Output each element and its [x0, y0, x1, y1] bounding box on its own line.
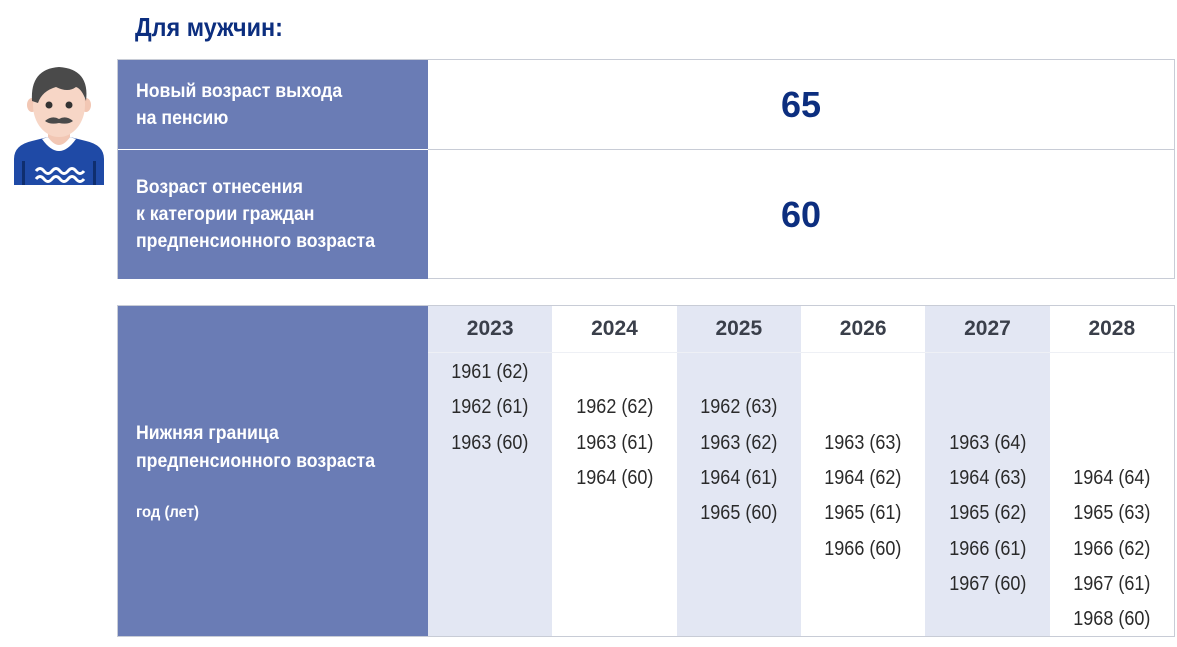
birth-year-text: 1963 (63): [824, 431, 902, 454]
retirement-age-row: Новый возраст выхода на пенсию 65: [118, 60, 1174, 149]
birth-year-text: 1966 (62): [1073, 537, 1151, 560]
birth-year-text: 1965 (60): [700, 502, 778, 525]
year-header: 2028: [1049, 306, 1174, 353]
birth-year-text: 1963 (61): [575, 431, 654, 454]
birth-year-entry: 1967 (61): [1050, 567, 1174, 602]
birth-year-text: 1964 (64): [1073, 466, 1151, 489]
birth-year-text: 1964 (60): [575, 466, 654, 489]
birth-year-text: 1962 (63): [700, 396, 778, 419]
birth-year-entry: 1965 (61): [801, 496, 925, 531]
year-header: 2024: [552, 306, 677, 353]
birth-year-entry: 1962 (63): [677, 390, 801, 425]
preretirement-age-row: Возраст отнесения к категории граждан пр…: [118, 149, 1174, 279]
summary-box: Новый возраст выхода на пенсию 65 Возрас…: [117, 59, 1175, 279]
birth-year-text: 1963 (60): [451, 431, 529, 454]
year-column: 2025 1962 (63) 1963 (62) 1964 (61) 1965 (60): [676, 306, 801, 636]
birth-year-entry: 1962 (61): [428, 390, 552, 425]
birth-year-entry: 1964 (62): [801, 461, 925, 496]
birth-year-entry: 1964 (60): [552, 461, 676, 496]
birth-year-entry: 1961 (62): [428, 355, 552, 390]
year-header: 2026: [801, 306, 926, 353]
man-avatar-icon: [12, 63, 106, 185]
birth-year-text: 1964 (62): [824, 466, 902, 489]
year-column: 2023 1961 (62) 1962 (61) 1963 (60): [428, 306, 553, 636]
table-sublabel: год (лет): [136, 504, 200, 521]
birth-year-text: 1962 (62): [575, 396, 654, 419]
birth-year-entry: 1966 (60): [801, 532, 925, 567]
preretirement-table: Нижняя граница предпенсионного возраста …: [117, 305, 1175, 637]
birth-year-text: 1962 (61): [451, 396, 529, 419]
birth-year-entry: 1966 (61): [925, 532, 1049, 567]
birth-year-entry: 1964 (64): [1050, 461, 1174, 496]
birth-year-text: 1967 (60): [948, 572, 1027, 595]
birth-year-entry: 1965 (62): [925, 496, 1049, 531]
birth-year-text: 1966 (61): [948, 537, 1027, 560]
year-column: 2027 1963 (64) 1964 (63) 1965 (62) 1966 (61)…: [925, 306, 1050, 636]
year-column: 2026 1963 (63) 1964 (62) 1965 (61) 1966 (60): [801, 306, 926, 636]
birth-year-entry: 1966 (62): [1050, 532, 1174, 567]
birth-year-entry: 1962 (62): [552, 390, 676, 425]
birth-year-text: 1965 (61): [824, 502, 902, 525]
year-column: 2024 1962 (62) 1963 (61) 1964 (60): [552, 306, 677, 636]
birth-year-entry: 1965 (63): [1050, 496, 1174, 531]
birth-year-entry: 1964 (61): [677, 461, 801, 496]
year-header: 2025: [676, 306, 801, 353]
birth-year-text: 1968 (60): [1073, 608, 1151, 631]
birth-year-entry: 1965 (60): [677, 496, 801, 531]
birth-year-text: 1961 (62): [451, 361, 529, 383]
birth-year-text: 1966 (60): [824, 537, 902, 560]
birth-year-text: 1963 (62): [700, 431, 778, 454]
year-column: 2028 1964 (64) 1965 (63) 1966 (62) 1967 (61)…: [1049, 306, 1174, 637]
birth-year-entry: 1968 (60): [1050, 602, 1174, 637]
retirement-age-label: Новый возраст выхода на пенсию: [118, 60, 428, 149]
birth-year-text: 1964 (61): [700, 466, 778, 489]
preretirement-age-value: 60: [428, 149, 1174, 279]
table-label: Нижняя граница предпенсионного возраста: [136, 423, 376, 472]
preretirement-age-label: Возраст отнесения к категории граждан пр…: [118, 150, 428, 279]
year-header: 2027: [925, 306, 1050, 353]
birth-year-text: 1963 (64): [948, 431, 1027, 454]
birth-year-entry: 1963 (64): [925, 426, 1049, 461]
year-header: 2023: [428, 306, 553, 353]
birth-year-entry: 1967 (60): [925, 567, 1049, 602]
page-title: Для мужчин:: [135, 12, 283, 42]
birth-year-entry: 1963 (61): [552, 426, 676, 461]
birth-year-entry: 1963 (62): [677, 426, 801, 461]
birth-year-entry: 1963 (63): [801, 426, 925, 461]
birth-year-text: 1965 (62): [948, 502, 1027, 525]
table-row-header: Нижняя граница предпенсионного возраста …: [118, 306, 428, 636]
retirement-age-value: 65: [780, 83, 822, 125]
birth-year-entry: 1963 (60): [428, 426, 552, 461]
birth-year-text: 1964 (63): [948, 466, 1027, 489]
birth-year-text: 1967 (61): [1073, 572, 1151, 595]
birth-year-text: 1965 (63): [1073, 502, 1151, 525]
birth-year-entry: 1964 (63): [925, 461, 1049, 496]
